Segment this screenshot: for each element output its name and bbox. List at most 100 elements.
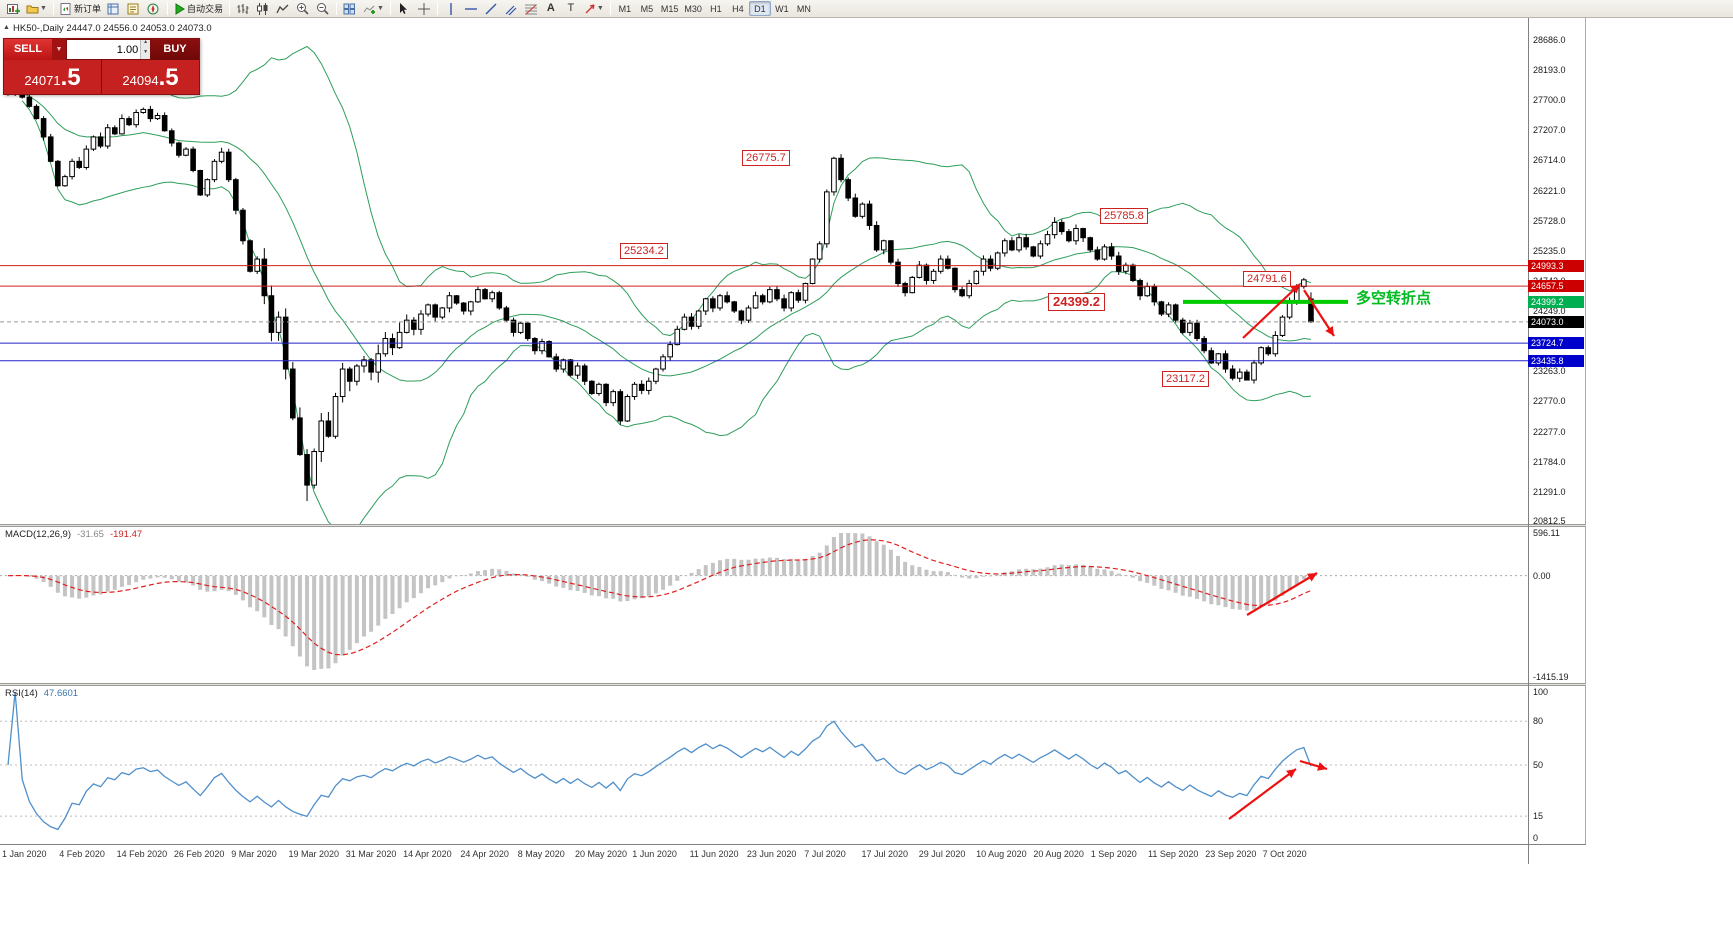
sell-button[interactable]: SELL xyxy=(4,39,52,60)
text-tool-button[interactable]: A xyxy=(546,2,555,14)
price-axis-label: 25728.0 xyxy=(1533,215,1566,226)
timeframe-button-H1[interactable]: H1 xyxy=(710,4,722,14)
timeframe-button-M30[interactable]: M30 xyxy=(684,4,702,14)
vertical-line-tool-button[interactable] xyxy=(441,1,461,17)
bar-chart-type-button[interactable] xyxy=(233,1,253,17)
macd-plot[interactable] xyxy=(0,527,1528,683)
market-watch-button[interactable] xyxy=(104,1,124,17)
timeframe-button-D1[interactable]: D1 xyxy=(748,1,771,16)
new-order-button[interactable]: 新订单 xyxy=(57,1,104,17)
note-annotation[interactable]: 多空转折点 xyxy=(1356,290,1432,307)
symbol-arrow-icon: ▲ xyxy=(3,24,10,31)
timeframe-group: M1 M5 M15 M30 H1 H4 D1 W1 MN xyxy=(614,1,815,16)
time-axis[interactable]: 1 Jan 2020 4 Feb 2020 14 Feb 2020 26 Feb 20… xyxy=(0,844,1586,864)
chevron-down-icon: ▼ xyxy=(40,5,47,12)
new-chart-button[interactable] xyxy=(3,1,23,17)
time-axis-label: 26 Feb 2020 xyxy=(173,849,225,859)
volume-dropdown-icon[interactable]: ▼ xyxy=(52,39,66,60)
time-axis-label: 10 Aug 2020 xyxy=(976,849,1027,859)
price-tag: 23435.8 xyxy=(1528,354,1584,367)
indicators-icon xyxy=(363,5,375,14)
timeframe-button-H4[interactable]: H4 xyxy=(732,4,744,14)
line-chart-type-button[interactable] xyxy=(273,1,293,17)
chevron-down-icon: ▼ xyxy=(596,5,604,12)
panel-splitter[interactable] xyxy=(0,683,1586,686)
price-axis-label: 26221.0 xyxy=(1533,185,1566,196)
price-axis-label: 25235.0 xyxy=(1533,245,1566,256)
toolbar-separator xyxy=(166,2,168,15)
time-axis-label: 8 May 2020 xyxy=(517,849,565,859)
data-window-button[interactable] xyxy=(124,1,144,17)
timeframe-button-W1[interactable]: W1 xyxy=(775,4,789,14)
zoom-in-button[interactable] xyxy=(293,1,313,17)
trend-arrow[interactable] xyxy=(1242,283,1301,339)
macd-signal-value: -191.47 xyxy=(109,529,143,540)
autotrading-button[interactable]: 自动交易 xyxy=(171,1,226,17)
price-axis-border xyxy=(1528,18,1529,864)
trend-arrow[interactable] xyxy=(1303,289,1335,337)
toolbar-separator xyxy=(436,2,438,15)
navigator-icon xyxy=(147,3,159,14)
candlestick-chart-type-button[interactable] xyxy=(253,1,273,17)
trend-arrow[interactable] xyxy=(1299,759,1328,771)
panel-splitter[interactable] xyxy=(0,524,1586,527)
time-axis-label: 9 Mar 2020 xyxy=(231,849,277,859)
timeframe-button-M15[interactable]: M15 xyxy=(660,4,679,14)
time-axis-label: 11 Sep 2020 xyxy=(1148,849,1199,859)
price-chart-panel[interactable]: ▲ HK50-,Daily 24447.0 24556.0 24053.0 24… xyxy=(0,18,1586,526)
price-annotation[interactable]: 25234.2 xyxy=(620,243,668,259)
time-axis-label: 24 Apr 2020 xyxy=(460,849,509,859)
autotrading-play-icon xyxy=(175,2,185,15)
label-tool-button[interactable]: T xyxy=(567,2,575,14)
toolbar-separator xyxy=(609,2,611,15)
rsi-plot[interactable] xyxy=(0,686,1528,844)
indicators-button[interactable]: ▼ xyxy=(360,1,387,17)
price-annotation[interactable]: 26775.7 xyxy=(742,150,790,166)
tile-windows-button[interactable] xyxy=(340,1,360,17)
cursor-tool-button[interactable] xyxy=(394,1,414,17)
buy-button[interactable]: BUY xyxy=(151,39,199,60)
stepper-down-icon[interactable]: ▼ xyxy=(143,48,149,55)
volume-input[interactable] xyxy=(67,40,141,59)
price-chart-plot[interactable] xyxy=(0,18,1528,524)
zoom-out-button[interactable] xyxy=(313,1,333,17)
macd-panel[interactable]: MACD(12,26,9) -31.65 -191.47 596.11 0.00 -14… xyxy=(0,527,1586,683)
buy-price[interactable]: 24094 .5 xyxy=(122,64,179,91)
horizontal-line-tool-button[interactable] xyxy=(461,1,481,17)
arrows-tool-button[interactable]: ▼ xyxy=(581,1,607,17)
profiles-button[interactable]: ▼ xyxy=(23,1,50,17)
navigator-button[interactable] xyxy=(144,1,164,17)
chevron-down-icon: ▼ xyxy=(376,5,384,12)
trend-arrow[interactable] xyxy=(1228,768,1297,820)
price-annotation[interactable]: 24399.2 xyxy=(1048,293,1105,311)
time-axis-label: 20 May 2020 xyxy=(575,849,628,859)
market-watch-icon xyxy=(107,3,119,14)
bar-chart-icon xyxy=(237,3,249,14)
line-chart-icon xyxy=(276,4,289,13)
channel-tool-button[interactable] xyxy=(501,1,521,17)
price-annotation[interactable]: 24791.6 xyxy=(1243,271,1291,287)
toolbar-separator xyxy=(389,2,391,15)
trendline-tool-button[interactable] xyxy=(481,1,501,17)
crosshair-tool-button[interactable] xyxy=(414,1,434,17)
timeframe-button-M5[interactable]: M5 xyxy=(640,4,654,14)
rsi-panel[interactable]: RSI(14) 47.6601 100 80 50 15 0 xyxy=(0,686,1586,844)
price-divider xyxy=(101,60,102,94)
timeframe-button-MN[interactable]: MN xyxy=(796,4,811,14)
autotrading-label: 自动交易 xyxy=(186,4,223,14)
macd-name: MACD(12,26,9) xyxy=(5,529,71,540)
volume-stepper[interactable]: ▲ ▼ xyxy=(140,40,150,59)
price-annotation[interactable]: 23117.2 xyxy=(1162,371,1209,387)
stepper-up-icon[interactable]: ▲ xyxy=(143,39,149,45)
macd-axis-label: 596.11 xyxy=(1533,528,1560,538)
new-chart-icon xyxy=(6,3,20,14)
trend-arrow[interactable] xyxy=(1246,572,1318,616)
new-order-icon xyxy=(60,2,71,15)
toolbar-separator xyxy=(228,2,230,15)
sell-price[interactable]: 24071 .5 xyxy=(24,64,81,91)
price-axis-label: 24249.0 xyxy=(1533,306,1566,317)
macd-axis-label: 0.00 xyxy=(1533,570,1551,581)
timeframe-button-M1[interactable]: M1 xyxy=(618,4,632,14)
fibonacci-tool-button[interactable] xyxy=(521,1,541,17)
price-annotation[interactable]: 25785.8 xyxy=(1100,208,1148,224)
